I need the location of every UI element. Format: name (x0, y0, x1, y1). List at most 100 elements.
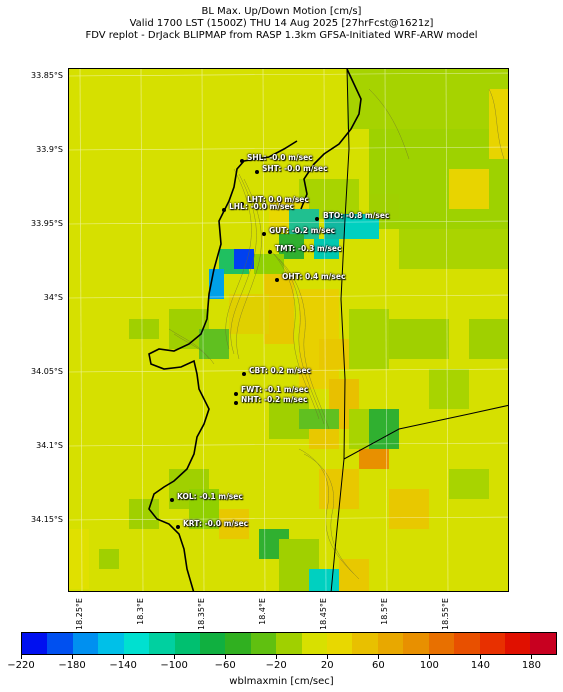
station-label-cbt: CBT: 0.2 m/sec (249, 366, 311, 375)
admin-boundary-east (343, 404, 508, 460)
colorbar-segment (530, 633, 556, 654)
station-dot-krt (176, 525, 180, 529)
colorbar-tick-label: 140 (470, 660, 490, 671)
lon-label-18-5: 18.5°E (380, 598, 389, 625)
colorbar-tick (123, 655, 125, 659)
field-cell (449, 469, 489, 499)
colorbar-tick (378, 655, 380, 659)
lon-label-18-45: 18.45°E (319, 598, 328, 630)
colorbar-segment (72, 633, 99, 654)
field-cell (309, 429, 339, 449)
colorbar-segment (149, 633, 175, 654)
field-cell (199, 329, 229, 359)
station-label-bto: BTO: -0.8 m/sec (323, 211, 390, 220)
field-cell (219, 509, 249, 539)
station-dot-lhl (222, 208, 226, 212)
colorbar-title: wblmaxmin [cm/sec] (229, 676, 334, 687)
lon-label-18-4: 18.4°E (258, 598, 267, 625)
colorbar-tick-label: 100 (419, 660, 439, 671)
colorbar-segment (479, 633, 506, 654)
lat-label-34-05: 34.05°S (31, 367, 63, 376)
field-cell (339, 559, 369, 591)
map-title-line1: BL Max. Up/Down Motion [cm/s] (201, 6, 362, 17)
lon-label-18-3: 18.3°E (136, 598, 145, 625)
admin-boundary (330, 69, 350, 591)
lat-label-34: 34°S (43, 293, 63, 302)
field-cell (349, 309, 389, 369)
map-title-line2: Valid 1700 LST (1500Z) THU 14 Aug 2025 [… (129, 18, 434, 29)
lat-label-34-1: 34.1°S (36, 441, 63, 450)
field-cell (254, 254, 284, 274)
station-dot-sht (255, 170, 259, 174)
colorbar (21, 632, 557, 655)
field-cell (314, 239, 339, 259)
colorbar-tick (480, 655, 482, 659)
colorbar-tick (72, 655, 74, 659)
colorbar-segment (403, 633, 429, 654)
field-cell (129, 319, 159, 339)
field-cell (347, 69, 508, 129)
field-cell (469, 319, 508, 359)
colorbar-tick-label: −180 (58, 660, 86, 671)
colorbar-tick (327, 655, 329, 659)
colorbar-tick-label: −20 (265, 660, 287, 671)
station-label-fwt: FWT: -0.1 m/sec (241, 385, 309, 394)
colorbar-tick (276, 655, 278, 659)
colorbar-tick-label: 180 (521, 660, 542, 671)
lat-label-33-9: 33.9°S (36, 145, 63, 154)
coastline-east (300, 69, 362, 210)
colorbar-tick-label: 20 (320, 660, 334, 671)
lon-label-18-55: 18.55°E (441, 598, 450, 630)
station-label-lhl: LHL: -0.0 m/sec (229, 202, 295, 211)
station-label-tmt: TMT: -0.3 m/sec (275, 244, 342, 253)
colorbar-segment (352, 633, 378, 654)
colorbar-segment (98, 633, 124, 654)
station-label-nht: NHT: -0.2 m/sec (241, 395, 308, 404)
station-dot-fwt (234, 392, 238, 396)
field-cell (449, 169, 489, 209)
field-cell (389, 319, 449, 359)
colorbar-segment (123, 633, 150, 654)
station-dot-cbt (242, 372, 246, 376)
colorbar-tick-label: −60 (214, 660, 236, 671)
lat-label-33-85: 33.85°S (31, 71, 63, 80)
colorbar-segment (174, 633, 200, 654)
map-field-svg (69, 69, 508, 591)
motion-field-cells (69, 69, 508, 591)
colorbar-segment (250, 633, 277, 654)
station-dot-kol (170, 498, 174, 502)
colorbar-tick (429, 655, 431, 659)
field-cell (389, 489, 429, 529)
field-cell (359, 449, 389, 469)
station-label-krt: KRT: -0.0 m/sec (183, 519, 249, 528)
station-label-kol: KOL: -0.1 m/sec (177, 492, 243, 501)
field-cell (399, 229, 508, 269)
station-dot-bto (315, 217, 319, 221)
lon-label-18-35: 18.35°E (197, 598, 206, 630)
colorbar-segment (276, 633, 302, 654)
colorbar-segment (301, 633, 328, 654)
colorbar-segment (225, 633, 251, 654)
station-label-gut: GUT: -0.2 m/sec (269, 226, 336, 235)
station-dot-nht (234, 401, 238, 405)
lon-label-18-25: 18.25°E (75, 598, 84, 630)
coastline (148, 140, 298, 591)
lat-label-33-95: 33.95°S (31, 219, 63, 228)
colorbar-segment (454, 633, 480, 654)
colorbar-tick-label: −100 (160, 660, 188, 671)
station-label-oht: OHT: 0.4 m/sec (282, 272, 346, 281)
map-title-line3: FDV replot - DrJack BLIPMAP from RASP 1.… (85, 30, 478, 41)
colorbar-tick-label: 60 (371, 660, 385, 671)
field-cell (69, 529, 89, 589)
station-dot-oht (275, 278, 279, 282)
colorbar-segment (327, 633, 353, 654)
colorbar-tick (531, 655, 533, 659)
colorbar-segment (505, 633, 531, 654)
field-cell (429, 369, 469, 409)
station-dot-lht (240, 202, 244, 206)
station-dot-tmt (268, 250, 272, 254)
station-dot-shl (240, 159, 244, 163)
field-cell (489, 89, 508, 159)
colorbar-segment (22, 633, 48, 654)
colorbar-tick-label: −220 (7, 660, 35, 671)
